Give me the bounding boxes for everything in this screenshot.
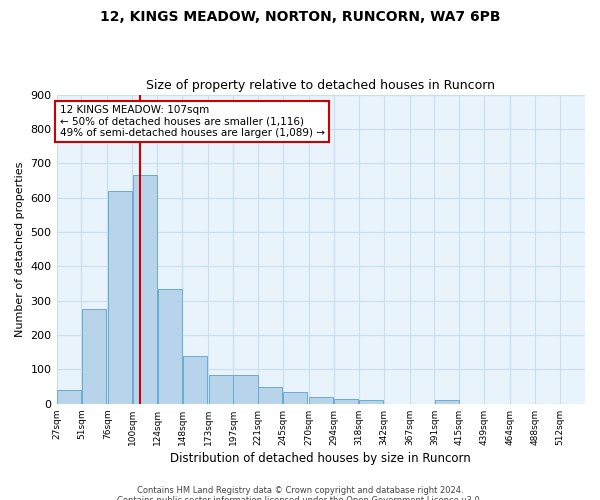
Bar (233, 374, 257, 404)
Bar (108, 191, 132, 404)
Bar (435, 400, 459, 404)
Bar (334, 398, 358, 404)
Bar (158, 288, 182, 404)
Text: Contains public sector information licensed under the Open Government Licence v3: Contains public sector information licen… (118, 496, 482, 500)
Y-axis label: Number of detached properties: Number of detached properties (15, 162, 25, 337)
Bar (283, 392, 307, 404)
Bar (359, 400, 383, 404)
Bar (309, 397, 334, 404)
Bar (82, 310, 106, 404)
Text: 12 KINGS MEADOW: 107sqm
← 50% of detached houses are smaller (1,116)
49% of semi: 12 KINGS MEADOW: 107sqm ← 50% of detache… (59, 105, 325, 138)
Title: Size of property relative to detached houses in Runcorn: Size of property relative to detached ho… (146, 79, 495, 92)
Text: Contains HM Land Registry data © Crown copyright and database right 2024.: Contains HM Land Registry data © Crown c… (137, 486, 463, 495)
Bar (57, 390, 81, 404)
Bar (209, 374, 233, 404)
Bar (182, 356, 206, 404)
Bar (259, 386, 283, 404)
Text: 12, KINGS MEADOW, NORTON, RUNCORN, WA7 6PB: 12, KINGS MEADOW, NORTON, RUNCORN, WA7 6… (100, 10, 500, 24)
X-axis label: Distribution of detached houses by size in Runcorn: Distribution of detached houses by size … (170, 452, 471, 465)
Bar (133, 176, 157, 404)
